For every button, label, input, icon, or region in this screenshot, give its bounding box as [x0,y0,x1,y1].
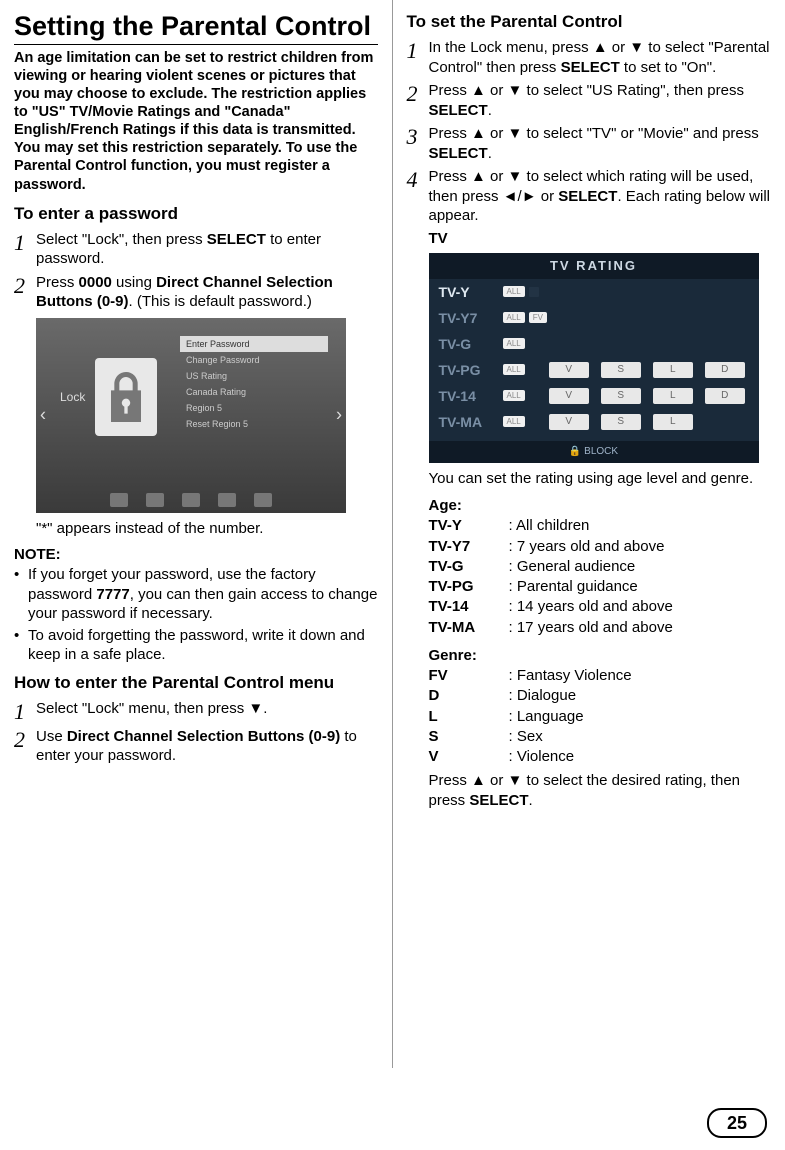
tv-rating-row: TV-Y7ALLFV [429,305,759,331]
genre-heading: Genre: [429,646,772,666]
lock-menu-item: Change Password [180,352,328,368]
section-title: Setting the Parental Control [14,12,378,42]
enter-menu-heading: How to enter the Parental Control menu [14,673,378,693]
tv-rating-screenshot: TV RATING TV-YALLTV-Y7ALLFVTV-GALLTV-PGA… [429,253,759,463]
step-number: 1 [407,38,429,62]
step-body: Press ▲ or ▼ to select which rating will… [429,167,772,226]
step-body: Press 0000 using Direct Channel Selectio… [36,273,378,312]
step-number: 4 [407,167,429,191]
step: 2Press ▲ or ▼ to select "US Rating", the… [407,81,772,120]
definition-row: TV-Y77 years old and above [429,537,772,557]
lock-menu-item: US Rating [180,368,328,384]
chevron-left-icon: ‹ [40,405,46,426]
definition-row: VViolence [429,747,772,767]
lock-icon [95,358,157,436]
enter-password-heading: To enter a password [14,204,378,224]
step-number: 2 [407,81,429,105]
step-number: 3 [407,124,429,148]
step-number: 2 [14,727,36,751]
definition-row: SSex [429,727,772,747]
note-heading: NOTE: [14,546,378,563]
note-bullet: •To avoid forgetting the password, write… [14,626,378,665]
left-column: Setting the Parental Control An age limi… [0,0,393,1068]
lock-menu-item: Reset Region 5 [180,416,328,432]
right-column: To set the Parental Control 1In the Lock… [393,0,785,1068]
step-body: Select "Lock", then press SELECT to ente… [36,230,378,269]
step: 2Press 0000 using Direct Channel Selecti… [14,273,378,312]
step-body: In the Lock menu, press ▲ or ▼ to select… [429,38,772,77]
lock-menu-list: Enter PasswordChange PasswordUS RatingCa… [180,336,328,432]
star-note: "*" appears instead of the number. [36,519,378,539]
definition-row: TV-GGeneral audience [429,557,772,577]
lock-bottom-icons [36,493,346,507]
tv-rating-row: TV-MAALLVSL [429,409,759,435]
definition-row: TV-PGParental guidance [429,577,772,597]
title-rule [14,44,378,45]
step: 1In the Lock menu, press ▲ or ▼ to selec… [407,38,772,77]
tv-rating-row: TV-PGALLVSLD [429,357,759,383]
lock-menu-item: Enter Password [180,336,328,352]
chevron-right-icon: › [336,405,342,426]
step: 1Select "Lock" menu, then press ▼. [14,699,378,723]
tv-rating-row: TV-YALL [429,279,759,305]
after-tv-text: You can set the rating using age level a… [429,469,772,489]
tv-label: TV [429,230,772,247]
intro-text: An age limitation can be set to restrict… [14,49,378,194]
lock-label: Lock [60,390,85,404]
note-bullet: •If you forget your password, use the fa… [14,565,378,624]
definition-row: FVFantasy Violence [429,666,772,686]
step-body: Press ▲ or ▼ to select "TV" or "Movie" a… [429,124,772,163]
lock-menu-item: Canada Rating [180,384,328,400]
page-number: 25 [707,1108,767,1138]
step-body: Press ▲ or ▼ to select "US Rating", then… [429,81,772,120]
tv-rating-footer: 🔒 BLOCK [429,441,759,463]
final-instruction: Press ▲ or ▼ to select the desired ratin… [429,771,772,810]
step: 2Use Direct Channel Selection Buttons (0… [14,727,378,766]
step: 3Press ▲ or ▼ to select "TV" or "Movie" … [407,124,772,163]
lock-menu-screenshot: ‹ › Lock Enter PasswordChange PasswordUS… [36,318,346,513]
step: 4Press ▲ or ▼ to select which rating wil… [407,167,772,226]
step-number: 2 [14,273,36,297]
step-number: 1 [14,230,36,254]
step-number: 1 [14,699,36,723]
definition-row: TV-1414 years old and above [429,597,772,617]
tv-rating-row: TV-14ALLVSLD [429,383,759,409]
definition-row: TV-YAll children [429,516,772,536]
step: 1Select "Lock", then press SELECT to ent… [14,230,378,269]
step-body: Select "Lock" menu, then press ▼. [36,699,378,719]
age-heading: Age: [429,496,772,516]
step-body: Use Direct Channel Selection Buttons (0-… [36,727,378,766]
lock-menu-item: Region 5 [180,400,328,416]
tv-rating-row: TV-GALL [429,331,759,357]
tv-rating-title: TV RATING [429,253,759,279]
definition-row: DDialogue [429,686,772,706]
set-pc-heading: To set the Parental Control [407,12,772,32]
definition-row: TV-MA17 years old and above [429,618,772,638]
definition-row: LLanguage [429,707,772,727]
